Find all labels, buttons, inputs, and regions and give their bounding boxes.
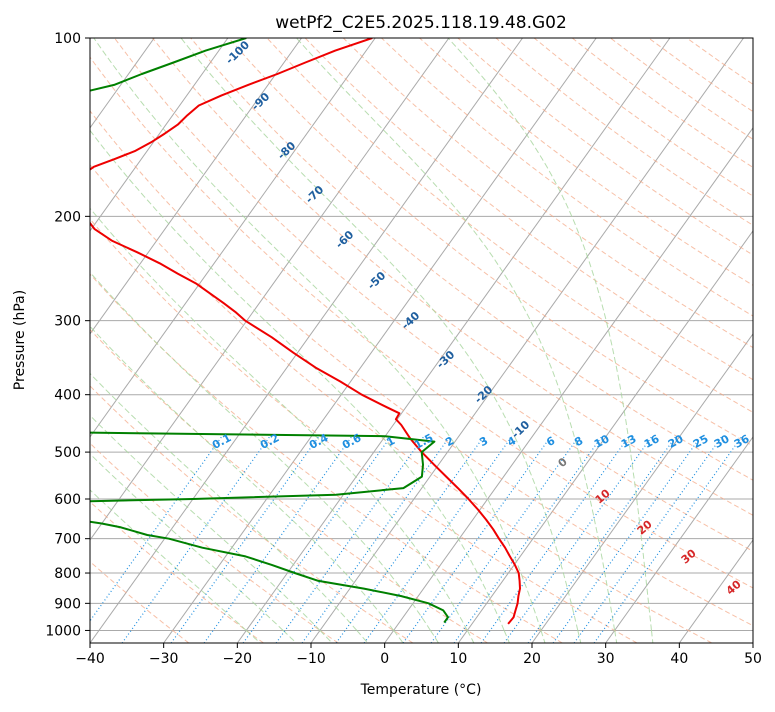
- x-tick-label: 0: [380, 651, 389, 667]
- y-tick-label: 900: [54, 596, 81, 612]
- plot-area: [90, 38, 753, 643]
- y-tick-label: 400: [54, 388, 81, 404]
- x-tick-label: 30: [597, 651, 615, 667]
- x-tick-label: −40: [75, 651, 105, 667]
- x-tick-label: 20: [523, 651, 541, 667]
- x-tick-label: −10: [296, 651, 326, 667]
- x-tick-label: −30: [149, 651, 179, 667]
- y-tick-label: 100: [54, 31, 81, 47]
- x-axis-label: Temperature (°C): [360, 682, 482, 698]
- x-tick-label: 40: [670, 651, 688, 667]
- y-tick-label: 300: [54, 314, 81, 330]
- y-tick-label: 200: [54, 209, 81, 225]
- y-tick-label: 700: [54, 532, 81, 548]
- x-tick-label: 10: [449, 651, 467, 667]
- y-tick-label: 1000: [45, 623, 81, 639]
- x-tick-label: 50: [744, 651, 762, 667]
- y-axis-label: Pressure (hPa): [12, 290, 28, 390]
- y-tick-label: 800: [54, 566, 81, 582]
- chart-title: wetPf2_C2E5.2025.118.19.48.G02: [275, 13, 567, 33]
- y-tick-label: 600: [54, 492, 81, 508]
- y-tick-label: 500: [54, 445, 81, 461]
- x-tick-label: −20: [223, 651, 253, 667]
